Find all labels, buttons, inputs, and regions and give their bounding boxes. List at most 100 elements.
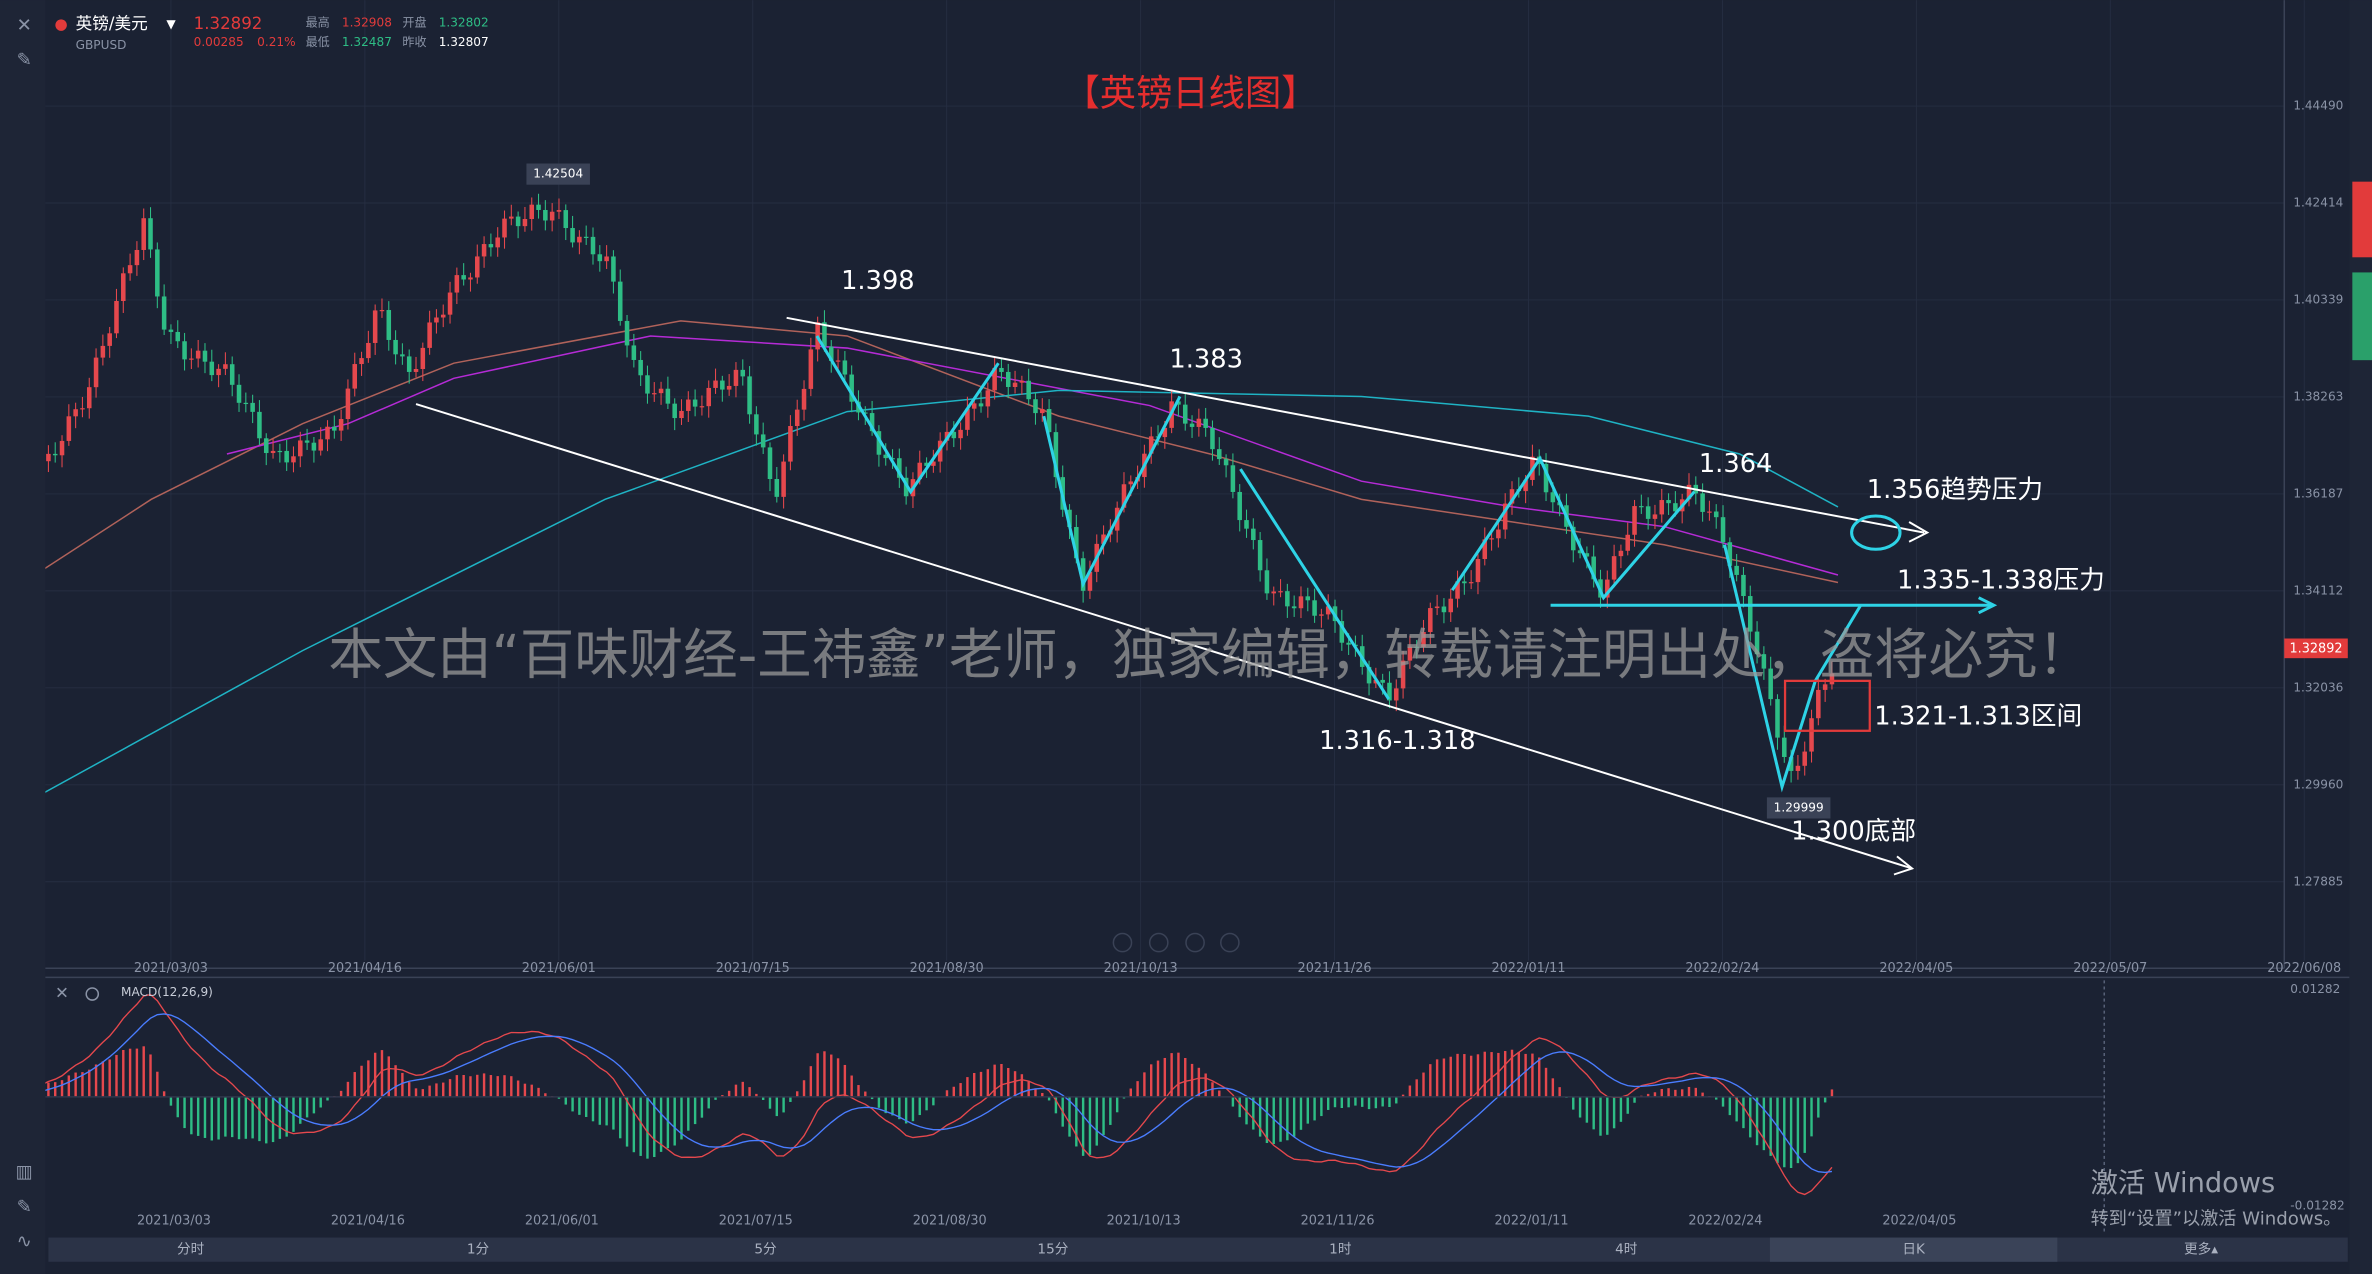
dea-line	[7, 1013, 1833, 1174]
timeframe-button[interactable]: 日K	[1902, 1242, 1926, 1258]
candle-body	[1162, 427, 1168, 438]
zoom-out[interactable]	[1112, 932, 1133, 953]
candle-body	[202, 350, 208, 362]
candle-body	[1285, 591, 1290, 607]
candle-body	[1761, 654, 1767, 669]
candle-body	[740, 369, 746, 377]
zoom-in[interactable]	[1220, 932, 1240, 953]
buy-button[interactable]	[2352, 272, 2372, 361]
symbol-menu[interactable]: ▼	[166, 17, 176, 31]
candle-body	[1148, 436, 1154, 454]
timeframe-button[interactable]: 1时	[1329, 1242, 1352, 1258]
candle-body	[1652, 514, 1658, 519]
candle-body	[543, 209, 548, 221]
candle-body	[1428, 608, 1433, 633]
candle-body	[1033, 399, 1038, 414]
candle-body	[522, 218, 528, 227]
tool-close[interactable]: ✕	[17, 15, 32, 36]
date-label: 2022/04/05	[1879, 961, 1953, 976]
candle-body	[1747, 596, 1753, 632]
grid	[0, 0, 2305, 961]
candle-body	[393, 339, 398, 355]
candle-body	[345, 388, 351, 420]
candle-body	[434, 317, 439, 323]
candle-body	[1271, 591, 1277, 594]
timeframe-button[interactable]: 分时	[177, 1242, 205, 1258]
candle-body	[1605, 579, 1610, 598]
price-tick-label: 1.44490	[2293, 99, 2343, 113]
candle-body	[229, 364, 235, 385]
sell-button[interactable]	[2352, 181, 2372, 258]
stat-value: 1.32487	[342, 35, 392, 49]
candle-body	[1720, 517, 1726, 543]
candle-body	[1264, 570, 1270, 594]
candle-body	[148, 218, 153, 250]
candle-body	[604, 256, 609, 262]
candle-body	[1319, 614, 1324, 616]
scroll-right[interactable]	[1185, 932, 1205, 953]
candle-body	[1203, 418, 1208, 428]
timeframe-button[interactable]: 15分	[1037, 1242, 1068, 1258]
candle-body	[563, 210, 569, 229]
candle-body	[971, 403, 977, 409]
candle-body	[155, 249, 160, 297]
candle-body	[1067, 509, 1072, 528]
tool-pen[interactable]: ✎	[17, 1196, 32, 1217]
candle-body	[66, 416, 72, 441]
candle-body	[440, 314, 446, 318]
candle-body	[400, 354, 405, 357]
symbol-code: GBPUSD	[76, 38, 127, 52]
macd-label: MACD(12,26,9)	[121, 985, 213, 999]
price-tick-label: 1.38263	[2293, 389, 2343, 403]
annotation: 1.335-1.338压力	[1897, 566, 2105, 596]
candle-body	[924, 462, 929, 466]
candle-body	[645, 375, 650, 394]
macd-date-axis: 2021/03/03 2021/04/16 2021/06/01 2021/07/15…	[137, 1213, 1956, 1228]
candle-body	[897, 458, 902, 478]
scroll-left[interactable]	[1148, 932, 1169, 953]
candle-body	[189, 358, 194, 360]
stat-value: 1.32908	[342, 15, 392, 29]
stat-label: 昨收	[402, 35, 426, 49]
candle-body	[1176, 401, 1181, 405]
candle-body	[1754, 631, 1760, 655]
close-button[interactable]: ✕	[55, 984, 69, 1003]
candle-body	[209, 361, 215, 376]
candle-body	[1421, 632, 1426, 647]
tool-indicator[interactable]: ▥	[16, 1162, 33, 1183]
timeframe-button[interactable]: 5分	[754, 1242, 777, 1258]
macd-axis: -0.01282	[2290, 1198, 2344, 1212]
candle-body	[1822, 684, 1828, 690]
tool-draw[interactable]: ✎	[17, 50, 32, 71]
date-label: 2022/02/24	[1685, 961, 1759, 976]
candle-body	[298, 440, 303, 457]
candle-body	[1278, 591, 1283, 593]
candle-body	[767, 447, 773, 479]
candle-body	[509, 216, 514, 219]
price-tick-label: 1.29960	[2293, 777, 2343, 791]
tool-wave[interactable]: ∿	[17, 1231, 32, 1252]
candle-body	[277, 450, 283, 453]
timeframe-button[interactable]: 更多▴	[2184, 1241, 2218, 1258]
candle-body	[1312, 600, 1317, 616]
candle-body	[529, 204, 535, 219]
candle-body	[182, 341, 187, 360]
candle-body	[1782, 737, 1787, 758]
candle-body	[1339, 621, 1345, 643]
timeframe-button[interactable]: 4时	[1615, 1242, 1638, 1258]
stat-value: 1.32807	[439, 35, 489, 49]
candle-body	[86, 387, 92, 409]
symbol[interactable]: 英镑/美元	[76, 14, 148, 33]
timeframe-button[interactable]: 1分	[467, 1242, 490, 1258]
date-label: 2021/11/26	[1298, 961, 1372, 976]
price-tick-label: 1.36187	[2293, 486, 2343, 500]
stat-label: 最低	[306, 35, 330, 49]
settings-button[interactable]	[85, 987, 100, 1001]
stat-value: 1.32802	[439, 15, 489, 29]
candle-body	[1366, 666, 1372, 684]
candle-body	[1591, 556, 1596, 580]
date-label: 2022/02/24	[1688, 1213, 1762, 1228]
candle-body	[1434, 606, 1440, 609]
dif-line	[7, 993, 1833, 1196]
candle-body	[1026, 380, 1031, 400]
